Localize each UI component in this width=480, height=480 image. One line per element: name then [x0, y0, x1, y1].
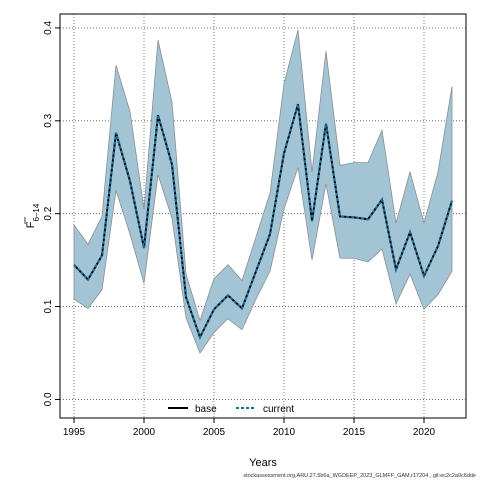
y-axis-title-main: F [25, 221, 37, 228]
x-tick-label-3: 2010 [273, 427, 296, 438]
x-tick-label-5: 2020 [413, 427, 436, 438]
x-tick-label-0: 1995 [63, 427, 86, 438]
x-axis-title: Years [249, 457, 277, 469]
y-tick-label-0: 0.0 [43, 392, 54, 406]
legend-label-current: current [263, 404, 294, 415]
series-layer [73, 103, 453, 340]
footer-credit: stockassessment.org,ARU.27.5b6a_WGDEEP_2… [243, 473, 476, 479]
y-axis-title: F6–14 [24, 203, 41, 228]
y-tick-label-3: 0.3 [43, 113, 54, 127]
y-tick-label-1: 0.1 [43, 299, 54, 313]
plot-frame [59, 13, 467, 419]
y-tick-label-2: 0.2 [43, 206, 54, 220]
y-axis-title-sub: 6–14 [32, 203, 41, 221]
legend-label-base: base [195, 404, 217, 415]
confidence-ribbon [73, 29, 453, 354]
legend: base current [168, 404, 294, 415]
svg-text:F6–14: F6–14 [25, 203, 41, 228]
x-tick-label-2: 2005 [203, 427, 226, 438]
x-tick-label-4: 2015 [343, 427, 366, 438]
series-line-current [73, 103, 453, 340]
y-axis: 0.0 0.1 0.2 0.3 0.4 [43, 21, 60, 406]
x-tick-label-1: 2000 [133, 427, 156, 438]
x-axis: 1995 2000 2005 2010 2015 2020 [63, 418, 436, 438]
y-tick-label-4: 0.4 [43, 21, 54, 35]
